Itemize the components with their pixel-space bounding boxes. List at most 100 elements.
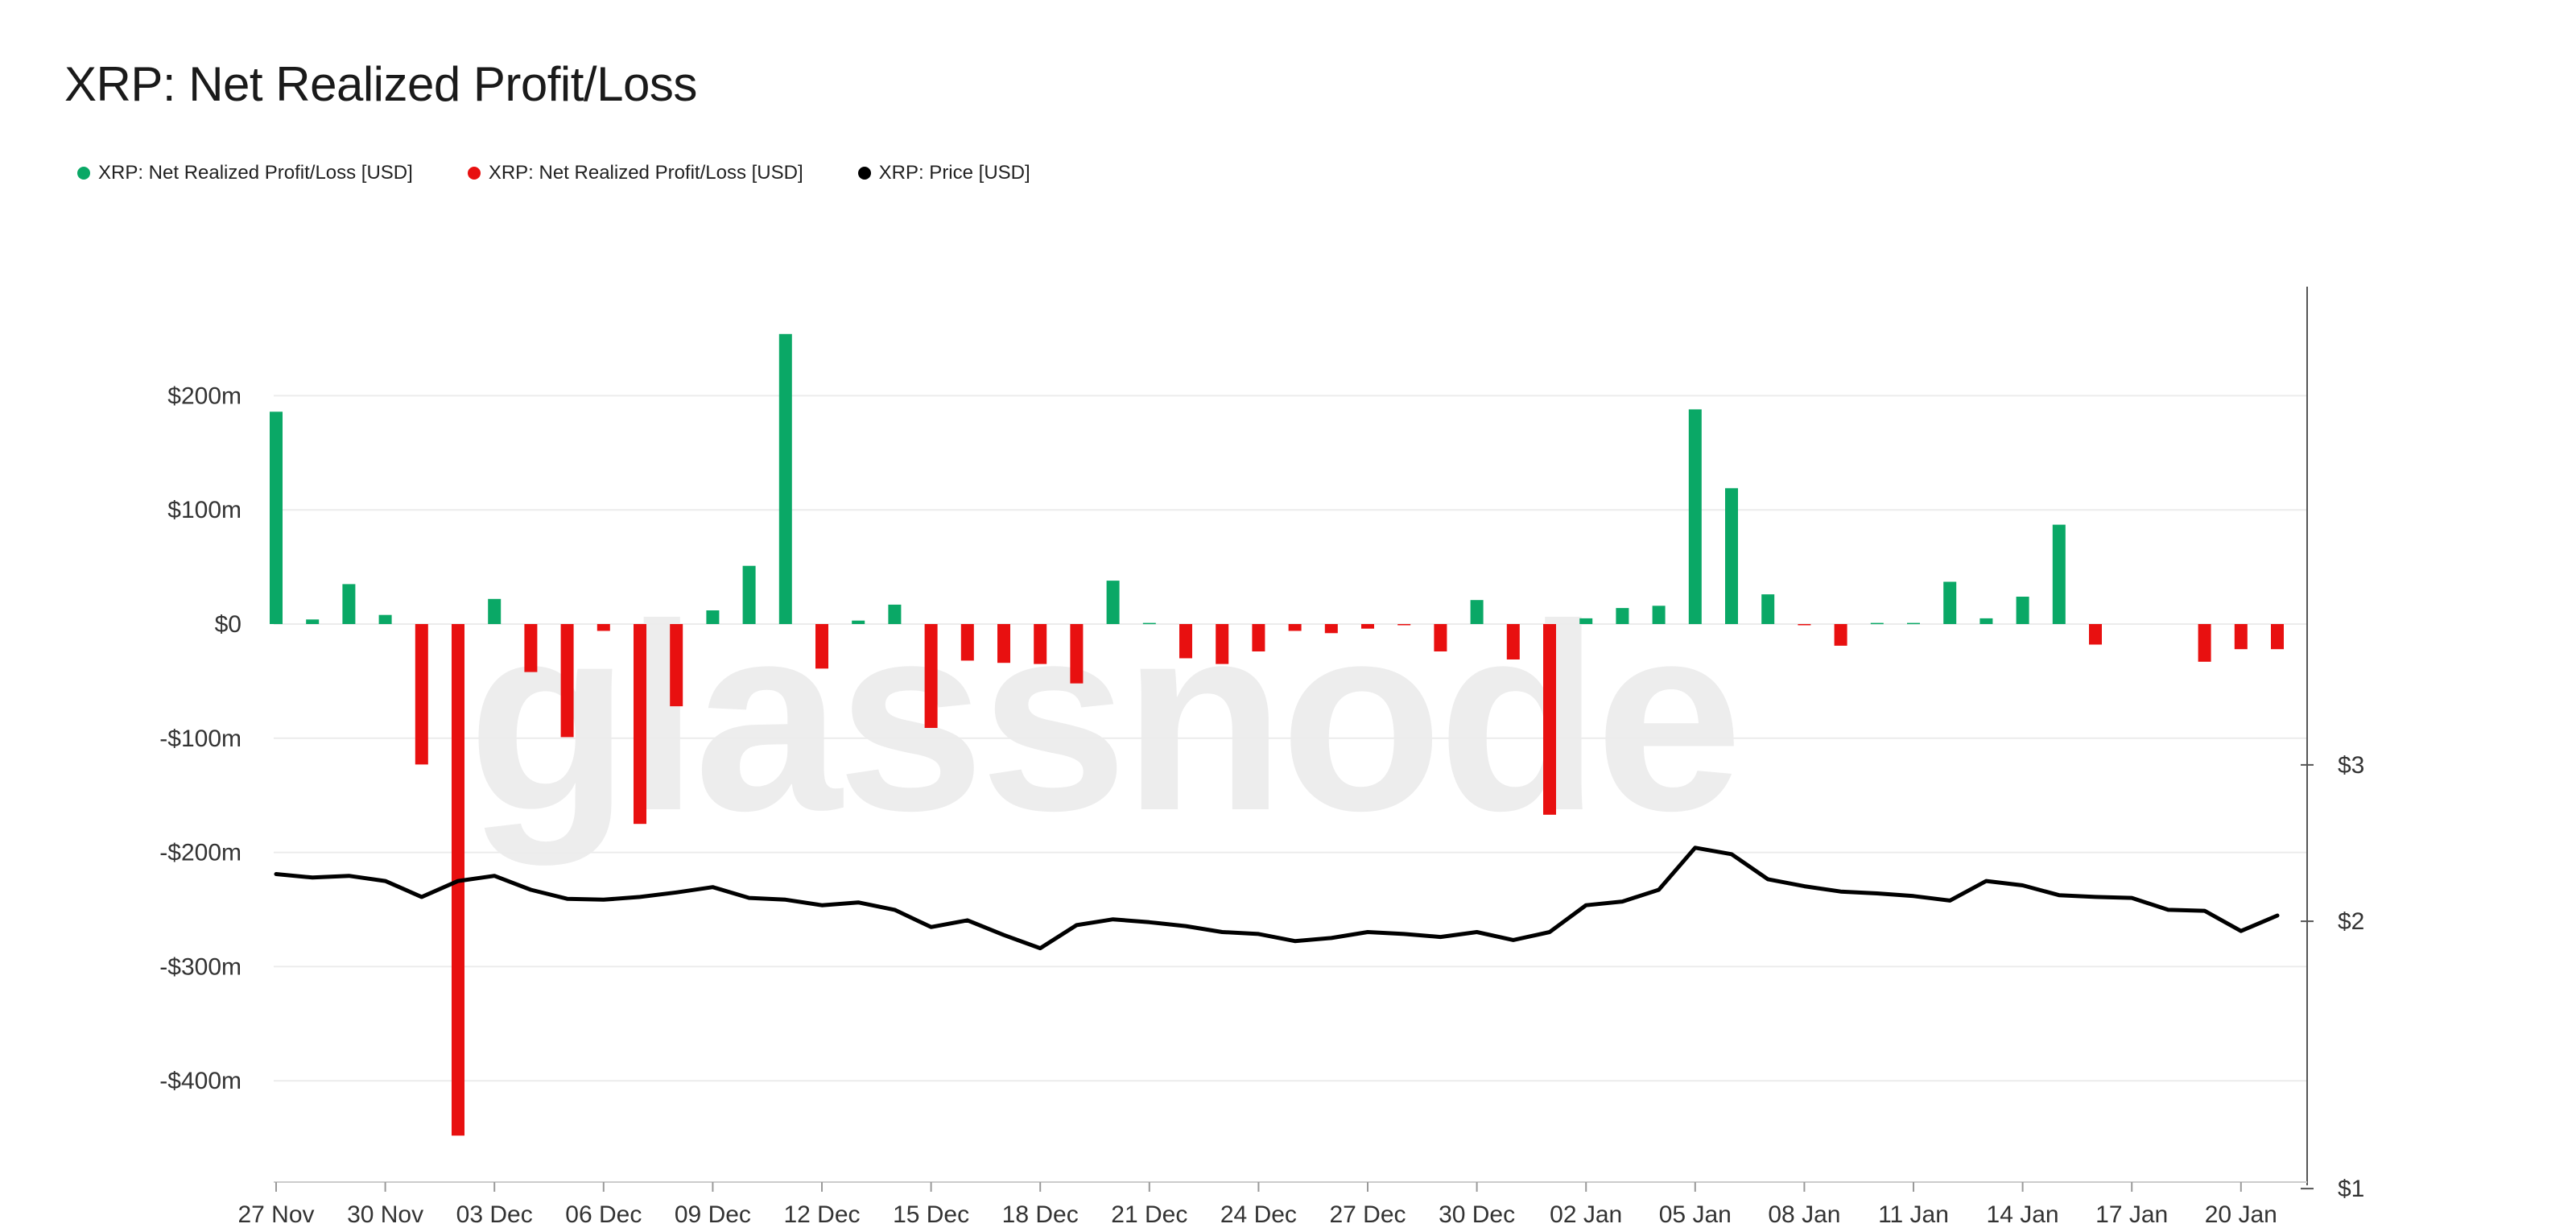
x-axis-tick-label: 18 Dec — [1002, 1201, 1079, 1228]
bar-profit — [1652, 606, 1666, 624]
legend-label-profit: XRP: Net Realized Profit/Loss [USD] — [98, 162, 413, 184]
bar-profit — [1761, 594, 1775, 624]
price-line — [274, 845, 2280, 951]
legend-dot-black — [857, 167, 871, 180]
bar-loss — [1179, 624, 1192, 659]
legend-item-loss[interactable]: XRP: Net Realized Profit/Loss [USD] — [467, 162, 803, 184]
y-axis-left-tick-label: $100m — [167, 497, 242, 523]
bar-loss — [1798, 624, 1811, 626]
bar-profit — [1616, 608, 1629, 624]
bar-loss — [560, 624, 574, 738]
x-axis-tick-label: 17 Jan — [2095, 1201, 2168, 1228]
bar-loss — [634, 624, 646, 825]
y-axis-left-tick-label: $0 — [215, 611, 242, 638]
legend-item-price[interactable]: XRP: Price [USD] — [857, 162, 1030, 184]
bar-loss — [415, 624, 428, 765]
y-axis-left-tick-label: -$200m — [159, 840, 242, 866]
bar-loss — [1543, 624, 1556, 815]
bar-profit — [1688, 409, 1702, 624]
bar-loss — [2234, 624, 2248, 650]
bar-loss — [1361, 624, 1374, 629]
x-axis-tick-label: 14 Jan — [1987, 1201, 2059, 1228]
bar-loss — [960, 624, 974, 661]
bar-loss — [924, 624, 938, 728]
x-axis-tick-label: 27 Nov — [237, 1201, 314, 1228]
bar-profit — [1579, 618, 1593, 624]
bar-profit — [2052, 524, 2066, 624]
x-axis-tick-label: 08 Jan — [1768, 1201, 1840, 1228]
y-axis-right-tick-label: $1 — [2338, 1176, 2364, 1202]
bar-profit — [888, 604, 902, 624]
legend-label-loss: XRP: Net Realized Profit/Loss [USD] — [488, 162, 803, 184]
x-axis-tick-label: 06 Dec — [565, 1201, 642, 1228]
bar-loss — [815, 624, 828, 669]
gridlines — [274, 395, 2307, 1082]
y-axis-right-tick-label: $2 — [2338, 908, 2364, 935]
bar-loss — [1034, 624, 1047, 664]
bar-profit — [1725, 488, 1738, 624]
x-axis-tick-label: 27 Dec — [1329, 1201, 1406, 1228]
chart-title: XRP: Net Realized Profit/Loss — [64, 57, 697, 111]
bar-profit — [742, 565, 756, 624]
bar-loss — [1252, 624, 1265, 651]
legend-label-price: XRP: Price [USD] — [878, 162, 1030, 184]
bar-loss — [2271, 624, 2284, 650]
x-axis-tick-label: 15 Dec — [893, 1201, 969, 1228]
x-axis-tick-label: 11 Jan — [1878, 1201, 1949, 1228]
bar-loss — [997, 624, 1010, 664]
x-axis-tick-label: 21 Dec — [1111, 1201, 1187, 1228]
y-axis-right-tick-label: $3 — [2338, 752, 2364, 779]
bar-loss — [1434, 624, 1447, 651]
x-axis-tick-label: 20 Jan — [2205, 1201, 2277, 1228]
legend-dot-red — [467, 167, 481, 180]
bar-profit — [488, 598, 502, 624]
bar-loss — [597, 624, 610, 631]
bar-profit — [1870, 622, 1884, 625]
bar-loss — [670, 624, 683, 707]
watermark: glassnode — [468, 568, 1738, 867]
price-line-series — [274, 845, 2280, 951]
bar-loss — [1288, 624, 1302, 631]
y-axis-left-tick-label: -$300m — [159, 953, 242, 980]
bar-profit — [852, 620, 865, 624]
y-axis-left-tick-label: -$100m — [159, 726, 242, 752]
bar-profit — [270, 411, 283, 624]
bar-profit — [706, 610, 720, 624]
bar-profit — [1943, 581, 1957, 624]
x-axis-tick-label: 03 Dec — [456, 1201, 533, 1228]
legend-item-profit[interactable]: XRP: Net Realized Profit/Loss [USD] — [77, 162, 413, 184]
bar-profit — [1106, 581, 1120, 624]
axes: $200m $100m $0 -$100m -$200m -$300m -$400m $3 $2… — [159, 287, 2364, 1228]
x-axis-tick-label: 02 Jan — [1550, 1201, 1622, 1228]
bar-profit — [1979, 618, 1993, 624]
bar-profit — [378, 614, 392, 624]
bar-profit — [778, 333, 792, 624]
legend-dot-green — [77, 167, 90, 180]
bar-loss — [2089, 624, 2102, 645]
bar-profit — [342, 584, 356, 624]
bar-profit — [1142, 622, 1156, 625]
bar-loss — [524, 624, 538, 672]
x-axis-tick-label: 05 Jan — [1659, 1201, 1732, 1228]
x-axis-tick-label: 24 Dec — [1220, 1201, 1297, 1228]
bar-loss — [2198, 624, 2211, 662]
bar-loss — [1070, 624, 1084, 684]
bar-series — [270, 333, 2284, 1136]
bar-loss — [1397, 624, 1411, 626]
x-axis-tick-label: 30 Nov — [347, 1201, 423, 1228]
y-axis-left-tick-label: $200m — [167, 382, 242, 409]
y-axis-left-tick-label: -$400m — [159, 1068, 242, 1094]
legend: XRP: Net Realized Profit/Loss [USD] XRP:… — [77, 162, 1085, 184]
bar-profit — [306, 619, 320, 624]
bar-profit — [1907, 622, 1920, 625]
bar-profit — [2016, 597, 2029, 624]
bar-loss — [1324, 624, 1338, 634]
bar-loss — [1834, 624, 1847, 646]
x-axis-tick-label: 09 Dec — [675, 1201, 751, 1228]
bar-loss — [1216, 624, 1229, 664]
bar-profit — [1470, 600, 1484, 624]
x-axis-tick-label: 12 Dec — [783, 1201, 860, 1228]
bar-loss — [1506, 624, 1520, 659]
x-axis-tick-label: 30 Dec — [1439, 1201, 1515, 1228]
